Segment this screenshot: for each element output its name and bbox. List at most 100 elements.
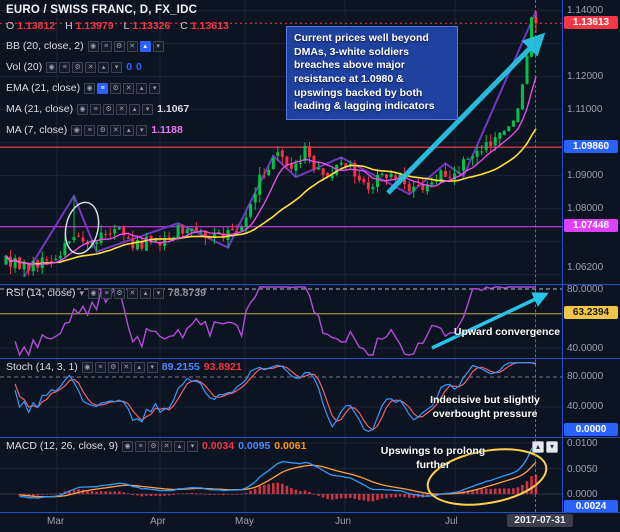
arrow-up-icon[interactable]: ▴ (139, 287, 151, 299)
eye-icon[interactable]: ◉ (122, 440, 134, 452)
pane-up-button[interactable]: ▴ (532, 441, 544, 453)
pane-separator[interactable] (0, 284, 620, 285)
arrow-down-icon[interactable]: ▾ (142, 103, 154, 115)
time-axis-month: Apr (150, 516, 166, 527)
settings-icon[interactable]: ⚙ (113, 287, 125, 299)
menu-icon[interactable]: ≡ (100, 287, 112, 299)
settings-icon[interactable]: ⚙ (113, 40, 125, 52)
price-axis-label: 1.12000 (567, 70, 604, 82)
time-axis[interactable]: 2017-07-31 Mar Apr May Jun Jul (0, 512, 620, 532)
eye-icon[interactable]: ◉ (77, 103, 89, 115)
indicator-label[interactable]: MA (21, close) (6, 103, 74, 115)
arrow-down-icon[interactable]: ▾ (152, 40, 164, 52)
pane-separator[interactable] (0, 437, 620, 438)
time-axis-month: Mar (47, 516, 65, 527)
close-icon[interactable]: ✕ (120, 361, 132, 373)
price-axis-badge: 1.13613 (564, 15, 618, 29)
indicator-label[interactable]: BB (20, close, 2) (6, 40, 84, 52)
price-axis-label: 0.0000 (567, 489, 598, 500)
price-axis-label: 1.09000 (567, 169, 604, 181)
settings-icon[interactable]: ⚙ (103, 103, 115, 115)
price-axis-badge: 0.0000 (564, 423, 618, 436)
menu-icon[interactable]: ≡ (59, 61, 71, 73)
menu-icon[interactable]: ≡ (100, 40, 112, 52)
eye-icon[interactable]: ◉ (87, 40, 99, 52)
eye-icon[interactable]: ◉ (84, 82, 96, 94)
close-icon[interactable]: ✕ (126, 287, 138, 299)
price-axis-badge: 63.2394 (564, 306, 618, 320)
price-axis-badge: 1.09860 (564, 139, 618, 153)
main-price-pane: EURO / SWISS FRANC, D, FX_IDC O 1.13812 H… (0, 0, 562, 284)
indicator-label[interactable]: MA (7, close) (6, 124, 68, 136)
indicator-value: 0.0061 (274, 440, 307, 452)
menu-icon[interactable]: ≡ (97, 82, 109, 94)
settings-icon[interactable]: ⚙ (97, 124, 109, 136)
arrow-up-icon[interactable]: ▴ (123, 124, 135, 136)
indicator-label[interactable]: Vol (20) (6, 61, 43, 73)
close-icon[interactable]: ✕ (161, 440, 173, 452)
close-icon[interactable]: ✕ (85, 61, 97, 73)
arrow-up-icon[interactable]: ▴ (133, 361, 145, 373)
indicator-icons: ◉ ≡ ⚙ ✕ ▴ ▾ (87, 287, 164, 299)
arrow-down-icon[interactable]: ▾ (111, 61, 123, 73)
eye-icon[interactable]: ◉ (46, 61, 58, 73)
close-icon[interactable]: ✕ (116, 103, 128, 115)
indicator-row[interactable]: EMA (21, close) ◉ ≡ ⚙ ✕ ▴ ▾ (6, 81, 236, 95)
arrow-up-icon[interactable]: ▴ (139, 40, 151, 52)
pane-separator (0, 512, 620, 513)
chevron-down-icon[interactable]: ▾ (79, 287, 84, 298)
indicator-icons: ◉ ≡ ⚙ ✕ ▴ ▾ (77, 103, 154, 115)
indicator-row[interactable]: MA (21, close) ◉ ≡ ⚙ ✕ ▴ ▾ 1.1067 (6, 102, 236, 116)
price-axis-label: 40.0000 (567, 401, 604, 412)
price-chart-canvas[interactable] (0, 0, 562, 284)
price-axis-label: 0.0100 (567, 438, 598, 449)
indicator-value: 93.8921 (203, 361, 242, 373)
arrow-down-icon[interactable]: ▾ (187, 440, 199, 452)
settings-icon[interactable]: ⚙ (107, 361, 119, 373)
arrow-up-icon[interactable]: ▴ (98, 61, 110, 73)
indicator-row[interactable]: Vol (20) ◉ ≡ ⚙ ✕ ▴ ▾ 0 0 (6, 60, 236, 74)
eye-icon[interactable]: ◉ (87, 287, 99, 299)
ohlc-readout: O 1.13812 H 1.13979 L 1.13326 C 1.13613 (6, 20, 236, 32)
close-icon[interactable]: ✕ (126, 40, 138, 52)
menu-icon[interactable]: ≡ (84, 124, 96, 136)
close-icon[interactable]: ✕ (123, 82, 135, 94)
stoch-canvas[interactable] (0, 358, 562, 437)
price-axis-badge: 1.07448 (564, 219, 618, 233)
arrow-up-icon[interactable]: ▴ (136, 82, 148, 94)
close-icon[interactable]: ✕ (110, 124, 122, 136)
eye-icon[interactable]: ◉ (81, 361, 93, 373)
menu-icon[interactable]: ≡ (90, 103, 102, 115)
macd-canvas[interactable] (0, 437, 562, 512)
stoch-pane: Stoch (14, 3, 1) ◉ ≡ ⚙ ✕ ▴ ▾ 89.2155 93.8921 Ind… (0, 358, 562, 437)
arrow-down-icon[interactable]: ▾ (146, 361, 158, 373)
eye-icon[interactable]: ◉ (71, 124, 83, 136)
indicator-row[interactable]: BB (20, close, 2) ◉ ≡ ⚙ ✕ ▴ ▾ (6, 39, 236, 53)
indicator-label[interactable]: EMA (21, close) (6, 82, 81, 94)
indicator-value: 0 (136, 61, 142, 73)
price-axis[interactable]: 1.14000 1.12000 1.11000 1.09000 1.08000 1.062… (562, 0, 620, 513)
indicator-value: 0.0034 (202, 440, 235, 452)
menu-icon[interactable]: ≡ (94, 361, 106, 373)
indicator-value: 1.1188 (151, 124, 183, 136)
arrow-up-icon[interactable]: ▴ (174, 440, 186, 452)
pane-separator[interactable] (0, 358, 620, 359)
rsi-pane: RSI (14, close) ▾ ◉ ≡ ⚙ ✕ ▴ ▾ 78.8739 Upward con… (0, 284, 562, 358)
arrow-down-icon[interactable]: ▾ (136, 124, 148, 136)
settings-icon[interactable]: ⚙ (110, 82, 122, 94)
arrow-up-icon[interactable]: ▴ (129, 103, 141, 115)
crosshair-vertical-line (535, 0, 536, 512)
indicator-label[interactable]: MACD (12, 26, close, 9) (6, 440, 119, 452)
settings-icon[interactable]: ⚙ (148, 440, 160, 452)
menu-icon[interactable]: ≡ (135, 440, 147, 452)
settings-icon[interactable]: ⚙ (72, 61, 84, 73)
indicator-label[interactable]: Stoch (14, 3, 1) (6, 361, 78, 373)
pane-down-button[interactable]: ▾ (546, 441, 558, 453)
arrow-down-icon[interactable]: ▾ (152, 287, 164, 299)
arrow-down-icon[interactable]: ▾ (149, 82, 161, 94)
macd-note: Upswings to prolong further (380, 445, 486, 471)
price-axis-label: 1.14000 (567, 4, 604, 16)
indicator-row[interactable]: MA (7, close) ◉ ≡ ⚙ ✕ ▴ ▾ 1.1188 (6, 123, 236, 137)
symbol-title[interactable]: EURO / SWISS FRANC, D, FX_IDC (6, 4, 198, 16)
indicator-label[interactable]: RSI (14, close) (6, 287, 76, 299)
